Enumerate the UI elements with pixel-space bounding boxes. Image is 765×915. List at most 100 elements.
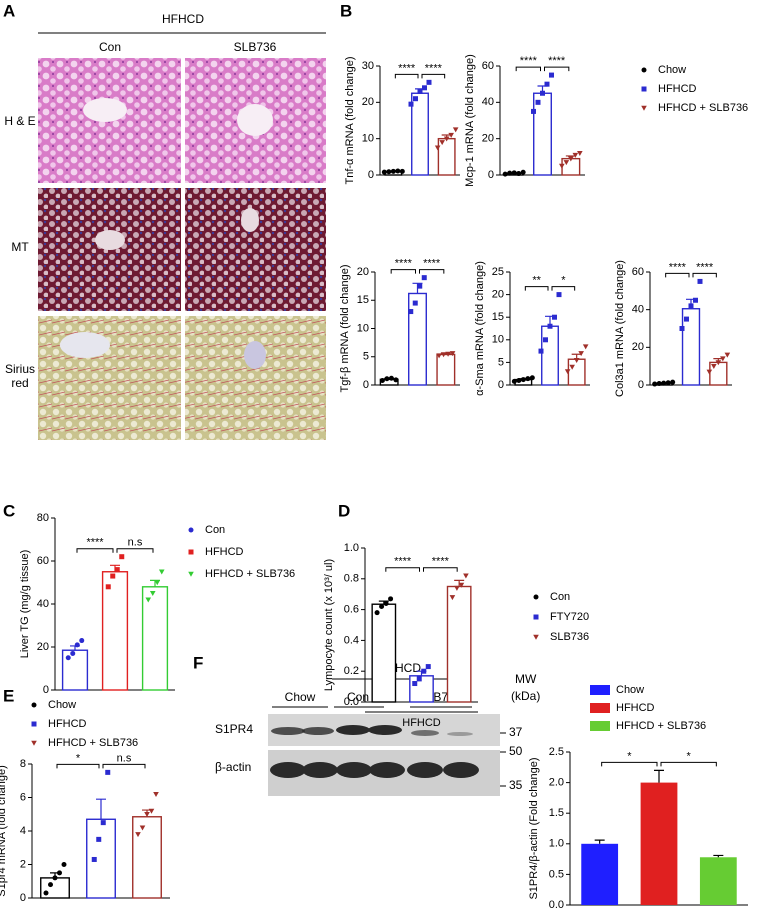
y-tick-label: 0 [368,169,374,181]
data-point [374,610,380,616]
significance-label: **** [432,556,450,568]
data-point [148,808,155,814]
y-tick-label: 0 [498,379,504,391]
data-point [525,376,531,382]
significance-label: **** [398,62,416,74]
significance-label: * [687,750,692,762]
y-tick-label: 60 [482,60,494,72]
y-tick-label: 0 [638,379,644,391]
y-tick-label: 0.4 [344,634,359,646]
data-point [697,278,703,284]
bar [640,782,678,905]
data-point [559,163,565,169]
error-bar [594,839,605,844]
data-point [153,791,159,797]
y-tick-label: 10 [357,322,369,334]
data-point [110,573,116,579]
mw-unit: (kDa) [511,689,540,703]
vessel [60,332,110,358]
data-point [516,171,522,177]
data-point [399,168,405,174]
significance-label: **** [520,55,538,67]
y-tick-label: 80 [37,512,49,524]
y-axis-label: Mcp-1 mRNA (fold change) [464,54,476,187]
data-point [448,132,454,138]
legend-label: HFHCD + SLB736 [616,720,706,732]
data-point [388,375,394,381]
bar [141,586,169,691]
row-label: Sirius red [5,362,35,390]
y-tick-label: 15 [357,294,369,306]
data-point [538,348,544,354]
y-tick-label: 0.0 [549,899,564,911]
significance-bracket [394,73,419,79]
bar [699,857,737,905]
y-tick-label: 1.0 [344,542,359,554]
data-point [463,573,469,579]
mw-marker: 50 [509,744,523,758]
data-point [540,90,545,96]
data-point [440,352,447,358]
significance-bracket [419,269,445,274]
y-tick-label: 10 [492,334,504,346]
data-point [436,353,442,359]
y-tick-label: 0.6 [344,604,359,616]
data-point [577,151,583,156]
band-label: β-actin [215,760,251,774]
significance-label: **** [669,261,687,273]
data-point [573,357,580,363]
data-point [454,585,460,591]
data-point [665,380,671,386]
panel-letter: C [3,501,15,520]
histology-image [185,316,326,440]
bar [86,818,116,899]
data-point [531,108,536,114]
data-point [408,309,414,315]
y-tick-label: 2.0 [549,777,564,789]
error-bar [654,769,664,783]
data-point [724,352,731,358]
panel-letter: E [3,686,14,705]
significance-bracket [76,548,114,553]
data-point [31,702,37,708]
data-point [388,596,394,602]
data-point [379,604,385,610]
y-tick-label: 8 [20,758,26,770]
data-point [720,356,726,362]
y-tick-label: 20 [632,341,644,353]
y-axis-label: Lympocyte count (x 10³/ ul) [323,559,335,691]
y-tick-label: 2 [20,858,26,870]
data-point [425,664,431,670]
bar [446,585,472,703]
group-label: HFHCD [162,12,204,26]
lane-label: Chow [285,690,316,704]
data-point [135,832,141,838]
significance-label: * [561,275,566,287]
data-point [568,156,574,162]
y-tick-label: 0 [363,379,369,391]
data-point [670,379,676,385]
y-axis-label: Tnf-α mRNA (fold change) [344,56,356,184]
data-point [715,360,722,366]
data-point [520,169,526,175]
data-point [511,378,517,384]
significance-label: n.s [128,537,143,549]
y-tick-label: 30 [362,60,374,72]
data-point [445,351,451,357]
bar [533,92,552,176]
data-point [31,721,37,727]
y-tick-label: 4 [20,825,26,837]
data-point [421,668,427,674]
y-tick-label: 25 [492,266,504,278]
legend-swatch [590,721,610,731]
significance-label: **** [395,258,413,270]
data-point [393,377,399,383]
bar [437,137,456,176]
y-axis-label: S1PR4/β-actin (Fold change) [528,757,540,899]
legend-label: HFHCD [48,718,87,730]
data-point [578,351,584,357]
y-axis-label: Tgf-β mRNA (fold change) [339,265,351,393]
data-point [693,297,698,303]
blot-bands [270,725,479,778]
significance-bracket [102,763,146,769]
